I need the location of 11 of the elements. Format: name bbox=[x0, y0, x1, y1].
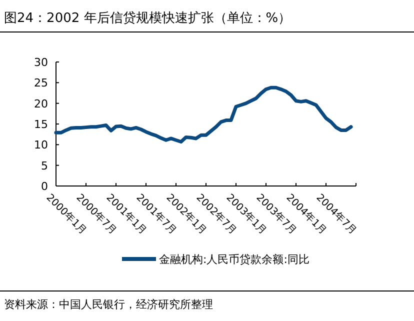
y-tick-label: 10 bbox=[34, 138, 48, 152]
y-tick-label: 0 bbox=[41, 180, 48, 193]
y-tick-label: 25 bbox=[34, 76, 48, 90]
text: 资料来源：中国人民银行，经济研究所整理 bbox=[4, 298, 213, 311]
y-tick-label: 30 bbox=[34, 56, 48, 69]
line-series bbox=[54, 86, 353, 144]
legend-label: 金融机构:人民币贷款余额:同比 bbox=[159, 253, 310, 266]
y-tick-label: 20 bbox=[34, 97, 48, 110]
y-tick-label: 5 bbox=[41, 159, 48, 172]
y-tick-label: 15 bbox=[34, 118, 48, 131]
chart-title: 图24：2002 年后信贷规模快速扩张（单位：%） bbox=[4, 11, 292, 26]
